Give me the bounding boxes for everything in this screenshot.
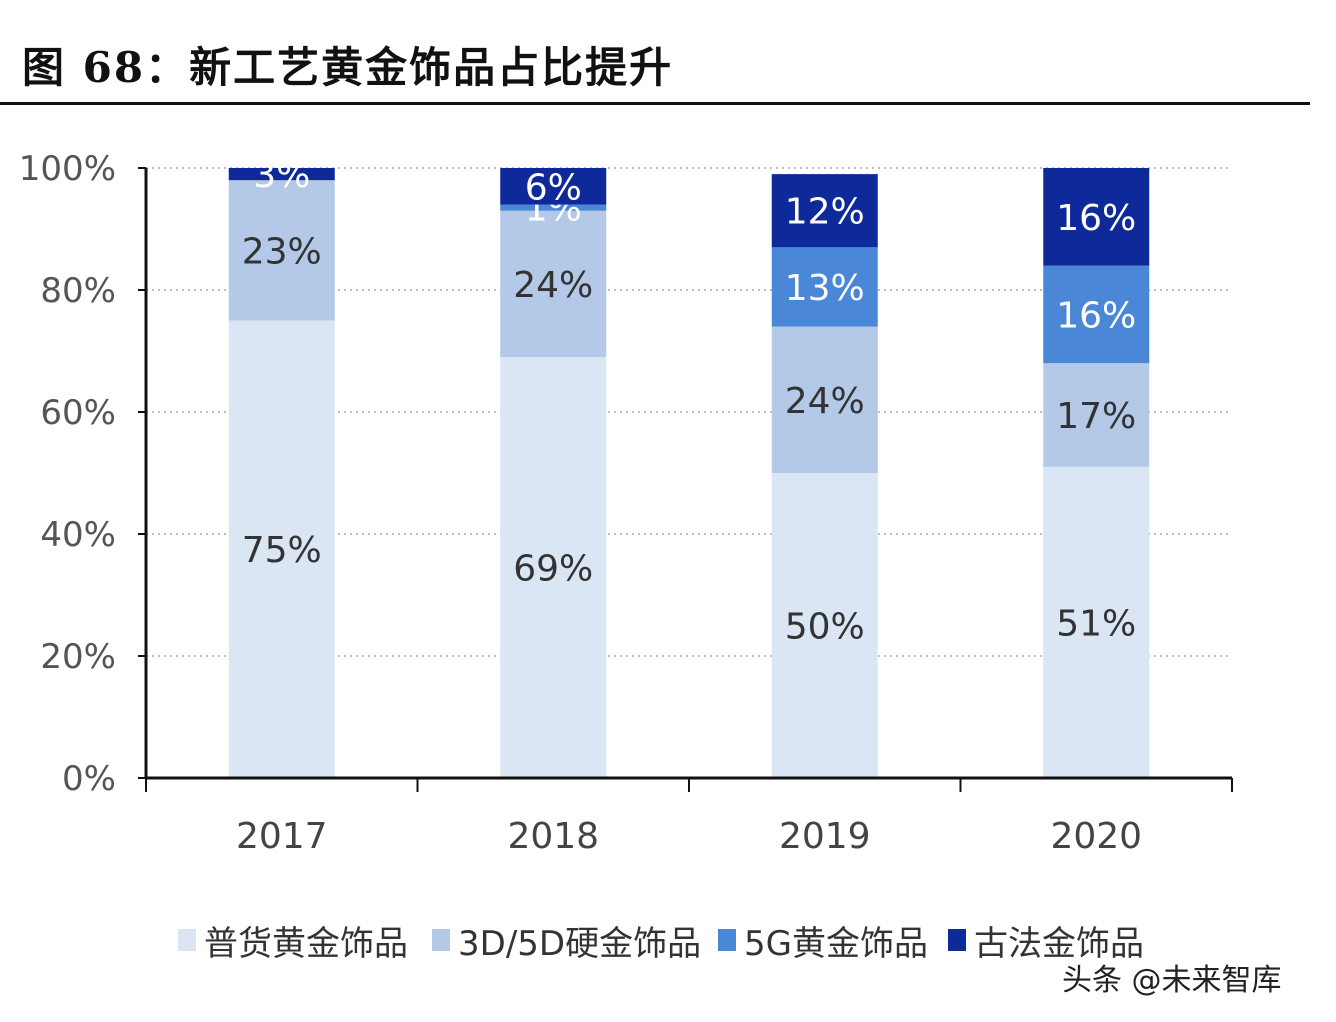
- data-label: 13%: [785, 268, 865, 309]
- legend-swatch: [718, 929, 736, 951]
- bar-segment-ordinary: [228, 320, 335, 778]
- data-label: 12%: [785, 192, 865, 233]
- legend-item: 古法金饰品: [948, 912, 1144, 968]
- legend-label: 普货黄金饰品: [204, 923, 408, 964]
- data-label: 50%: [785, 606, 865, 647]
- bar-segment-ordinary: [771, 473, 878, 778]
- y-tick-label: 100%: [19, 149, 116, 189]
- bar-segment-ancient: [500, 168, 607, 205]
- data-label: 17%: [1056, 396, 1136, 437]
- title-divider: [0, 102, 1310, 105]
- data-label: 16%: [1056, 295, 1136, 336]
- bar-segment-three_d_five_d: [500, 210, 607, 358]
- legend-label: 5G黄金饰品: [744, 923, 928, 964]
- y-tick-label: 60%: [40, 393, 116, 433]
- y-tick-label: 20%: [40, 637, 116, 677]
- x-tick-label: 2019: [779, 816, 871, 857]
- data-label: 16%: [1056, 198, 1136, 239]
- data-label: 69%: [513, 549, 593, 590]
- data-label: 6%: [525, 167, 582, 208]
- bar-segment-ordinary: [1043, 466, 1150, 778]
- bar-segment-ordinary: [500, 357, 607, 778]
- watermark: 头条 @未来智库: [1062, 963, 1282, 998]
- data-label: 23%: [242, 231, 322, 272]
- legend-label: 古法金饰品: [974, 923, 1144, 964]
- chart-title: 图 68：新工艺黄金饰品占比提升: [22, 43, 674, 92]
- legend-swatch: [432, 929, 450, 951]
- legend-swatch: [948, 929, 966, 951]
- data-label: 75%: [242, 530, 322, 571]
- bar-segment-five_g: [1043, 265, 1150, 364]
- bar-segment-ancient: [771, 174, 878, 248]
- bar-segment-three_d_five_d: [771, 326, 878, 473]
- bar-segment-five_g: [500, 204, 607, 211]
- data-label: 24%: [785, 381, 865, 422]
- data-label: 3%: [253, 155, 310, 196]
- legend-item: 3D/5D硬金饰品: [432, 912, 701, 968]
- chart-legend: 普货黄金饰品 3D/5D硬金饰品 5G黄金饰品 古法金饰品: [0, 912, 1336, 968]
- bar-segment-ancient: [228, 168, 335, 181]
- y-tick-label: 80%: [40, 271, 116, 311]
- bar-segment-ancient: [1043, 168, 1150, 266]
- data-label: 24%: [513, 265, 593, 306]
- legend-swatch: [178, 929, 196, 951]
- x-tick-label: 2018: [507, 816, 599, 857]
- y-tick-label: 0%: [62, 759, 116, 799]
- legend-label: 3D/5D硬金饰品: [458, 923, 702, 964]
- legend-item: 普货黄金饰品: [178, 912, 408, 968]
- bar-segment-three_d_five_d: [1043, 363, 1150, 467]
- legend-item: 5G黄金饰品: [718, 912, 928, 968]
- data-label: 51%: [1056, 603, 1136, 644]
- y-tick-label: 40%: [40, 515, 116, 555]
- x-tick-label: 2017: [236, 816, 328, 857]
- bar-segment-three_d_five_d: [228, 180, 335, 321]
- bar-segment-five_g: [771, 247, 878, 327]
- x-tick-label: 2020: [1050, 816, 1142, 857]
